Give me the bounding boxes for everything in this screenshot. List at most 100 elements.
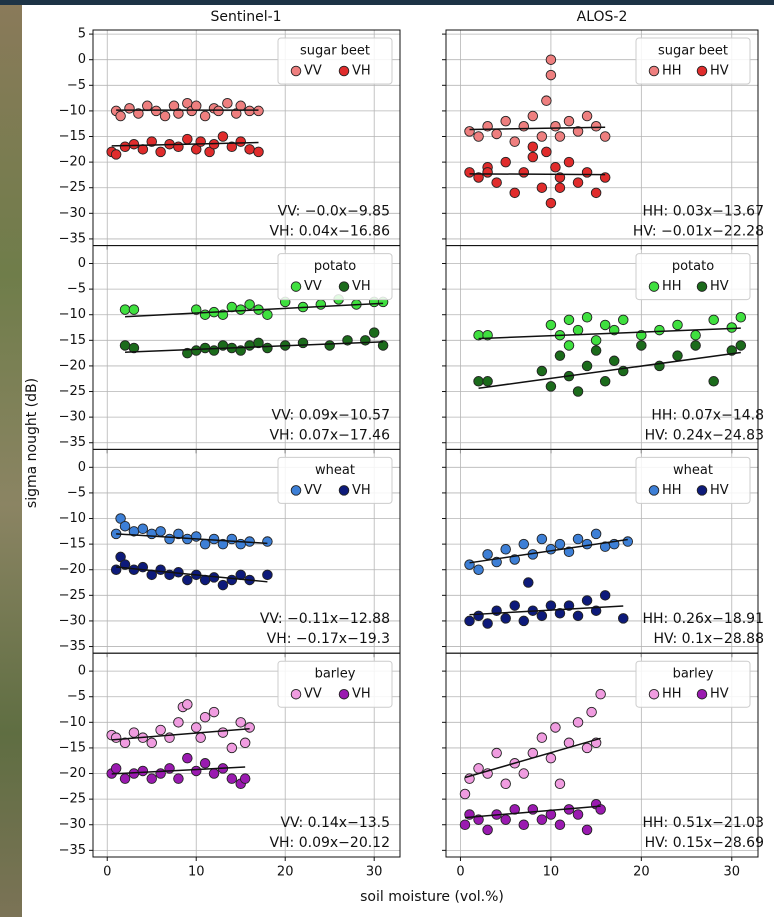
point [501,544,511,554]
point [236,101,246,111]
point [591,121,601,131]
point [151,106,161,116]
point [600,376,610,386]
legend-label: VV [304,279,322,294]
fit-equation: VH: −0.17x−19.3 [267,631,390,647]
legend-marker [697,486,707,496]
legend-label: VH [352,279,371,294]
point [492,178,502,188]
y-tick-label: −25 [59,792,86,807]
point [116,111,126,121]
point [564,116,574,126]
point [555,132,565,142]
point [174,142,184,152]
legend-label: HV [710,687,729,702]
y-tick-label: −10 [59,307,86,322]
fit-line [465,738,601,777]
point [573,718,583,728]
point [465,168,475,178]
point [551,121,561,131]
x-tick-label: 30 [366,865,383,880]
point [111,565,121,575]
point [596,689,606,699]
point [218,580,228,590]
fit-equation: VH: 0.07x−17.46 [269,427,390,443]
point [183,753,193,763]
point [519,168,529,178]
x-tick-label: 0 [103,865,111,880]
legend-marker [697,66,707,76]
y-tick-label: −30 [59,206,86,221]
point [582,168,592,178]
legend-marker [697,282,707,292]
legend-label: HH [662,279,682,294]
point [564,157,574,167]
point [546,320,556,330]
point [546,753,556,763]
point [156,725,166,735]
point [218,132,228,142]
y-tick-label: −25 [59,180,86,195]
y-tick-label: −15 [59,740,86,755]
fit-equation: HH: 0.51x−21.03 [643,815,765,831]
point [223,98,233,108]
y-tick-label: −30 [59,410,86,425]
point [263,343,273,353]
point [510,188,520,198]
legend-label: HH [662,483,682,498]
point [501,157,511,167]
page: Sentinel-1 ALOS-2 sigma nought (dB) soil… [0,0,774,917]
y-tick-label: −5 [67,485,86,500]
point [582,596,592,606]
legend-marker [339,486,349,496]
point [528,111,538,121]
point [587,707,597,717]
y-tick-label: −15 [59,333,86,348]
point [528,152,538,162]
point [138,524,148,534]
point [591,529,601,539]
point [483,376,493,386]
point [245,106,255,116]
point [120,341,130,351]
fit-equation: HV: 0.24x−24.83 [645,427,764,443]
point [546,70,556,80]
y-tick-label: −35 [59,639,86,654]
fit-equation: HH: 0.03x−13.67 [643,204,765,220]
fit-equation: HV: 0.1x−28.88 [654,631,765,647]
point [546,544,556,554]
point [316,300,326,310]
column-title: ALOS-2 [577,9,628,25]
y-tick-label: 0 [78,256,86,271]
point [623,537,633,547]
x-tick-label: 0 [456,865,464,880]
point [582,825,592,835]
point [691,341,701,351]
legend-label: HH [662,64,682,79]
point [174,718,184,728]
legend-label: HH [662,687,682,702]
point [209,769,219,779]
fit-equation: VV: 0.09x−10.57 [272,407,390,423]
legend-marker [649,66,659,76]
point [691,330,701,340]
y-tick-label: 5 [78,27,86,42]
y-tick-label: −10 [59,103,86,118]
legend-marker [649,689,659,699]
point [111,733,121,743]
point [142,101,152,111]
point [492,748,502,758]
point [483,550,493,560]
point [501,779,511,789]
fit-line [470,174,606,175]
fit-equation: VV: −0.11x−12.88 [260,611,390,627]
y-tick-label: −20 [59,358,86,373]
point [501,614,511,624]
y-tick-label: 0 [78,460,86,475]
point [125,104,135,114]
y-tick-label: −15 [59,537,86,552]
y-tick-label: −20 [59,562,86,577]
point [537,183,547,193]
legend-marker [291,689,301,699]
point [709,315,719,325]
